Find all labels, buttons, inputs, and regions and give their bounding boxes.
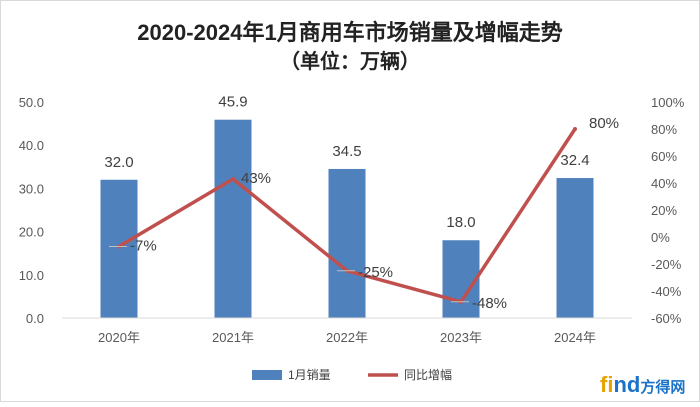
x-tick-label: 2021年 xyxy=(212,330,254,345)
bar xyxy=(100,179,138,318)
right-tick-label: 60% xyxy=(651,149,677,164)
watermark-nd: nd xyxy=(613,372,640,397)
left-tick-label: 40.0 xyxy=(19,138,44,153)
left-tick-label: 20.0 xyxy=(19,225,44,240)
watermark-cn: 方得网 xyxy=(640,378,685,396)
watermark-fi: fi xyxy=(600,372,613,397)
x-tick-label: 2024年 xyxy=(554,330,596,345)
svg-text:find方得网: find方得网 xyxy=(600,372,685,397)
right-tick-label: -20% xyxy=(651,257,682,272)
legend-label-bar: 1月销量 xyxy=(288,368,331,382)
left-tick-label: 0.0 xyxy=(26,311,44,326)
line-point xyxy=(231,176,235,181)
bar-value-label: 34.5 xyxy=(332,143,361,160)
bar xyxy=(556,178,594,318)
bar-series xyxy=(100,119,594,318)
bar xyxy=(442,240,480,318)
bar-value-label: 32.0 xyxy=(104,154,133,171)
left-tick-label: 30.0 xyxy=(19,181,44,196)
left-tick-label: 10.0 xyxy=(19,268,44,283)
bar xyxy=(328,168,366,318)
right-tick-label: -60% xyxy=(651,311,682,326)
right-tick-label: 40% xyxy=(651,176,677,191)
x-axis: 2020年 2021年 2022年 2023年 2024年 xyxy=(98,330,596,345)
watermark-logo: find方得网 xyxy=(600,372,685,397)
legend-swatch-bar xyxy=(252,370,282,380)
bar-value-label: 18.0 xyxy=(446,214,475,231)
right-tick-label: 100% xyxy=(651,95,685,110)
data-labels: 32.0 45.9 34.5 18.0 32.4 -7% 43% -25% -48% 80% xyxy=(104,94,619,312)
line-value-label: -48% xyxy=(472,295,507,312)
right-tick-label: 20% xyxy=(651,203,677,218)
right-tick-label: 80% xyxy=(651,122,677,137)
left-tick-label: 50.0 xyxy=(19,95,44,110)
chart-subtitle: （单位：万辆） xyxy=(280,49,420,73)
left-axis: 0.0 10.0 20.0 30.0 40.0 50.0 xyxy=(19,95,44,326)
legend-label-line: 同比增幅 xyxy=(404,367,452,382)
bar-value-label: 32.4 xyxy=(560,152,589,169)
bar-value-label: 45.9 xyxy=(218,94,247,111)
chart-title: 2020-2024年1月商用车市场销量及增幅走势 xyxy=(137,20,562,45)
x-tick-label: 2020年 xyxy=(98,330,140,345)
legend: 1月销量 同比增幅 xyxy=(252,367,452,382)
right-tick-label: -40% xyxy=(651,284,682,299)
line-value-label: 80% xyxy=(589,115,619,132)
line-value-label: -25% xyxy=(358,264,393,281)
x-tick-label: 2022年 xyxy=(326,330,368,345)
line-value-label: -7% xyxy=(130,237,157,254)
line-point xyxy=(573,127,577,131)
bar xyxy=(214,119,252,318)
right-tick-label: 0% xyxy=(651,230,670,245)
x-tick-label: 2023年 xyxy=(440,330,482,345)
right-axis: -60% -40% -20% 0% 20% 40% 60% 80% 100% xyxy=(651,95,685,326)
line-value-label: 43% xyxy=(241,170,271,187)
